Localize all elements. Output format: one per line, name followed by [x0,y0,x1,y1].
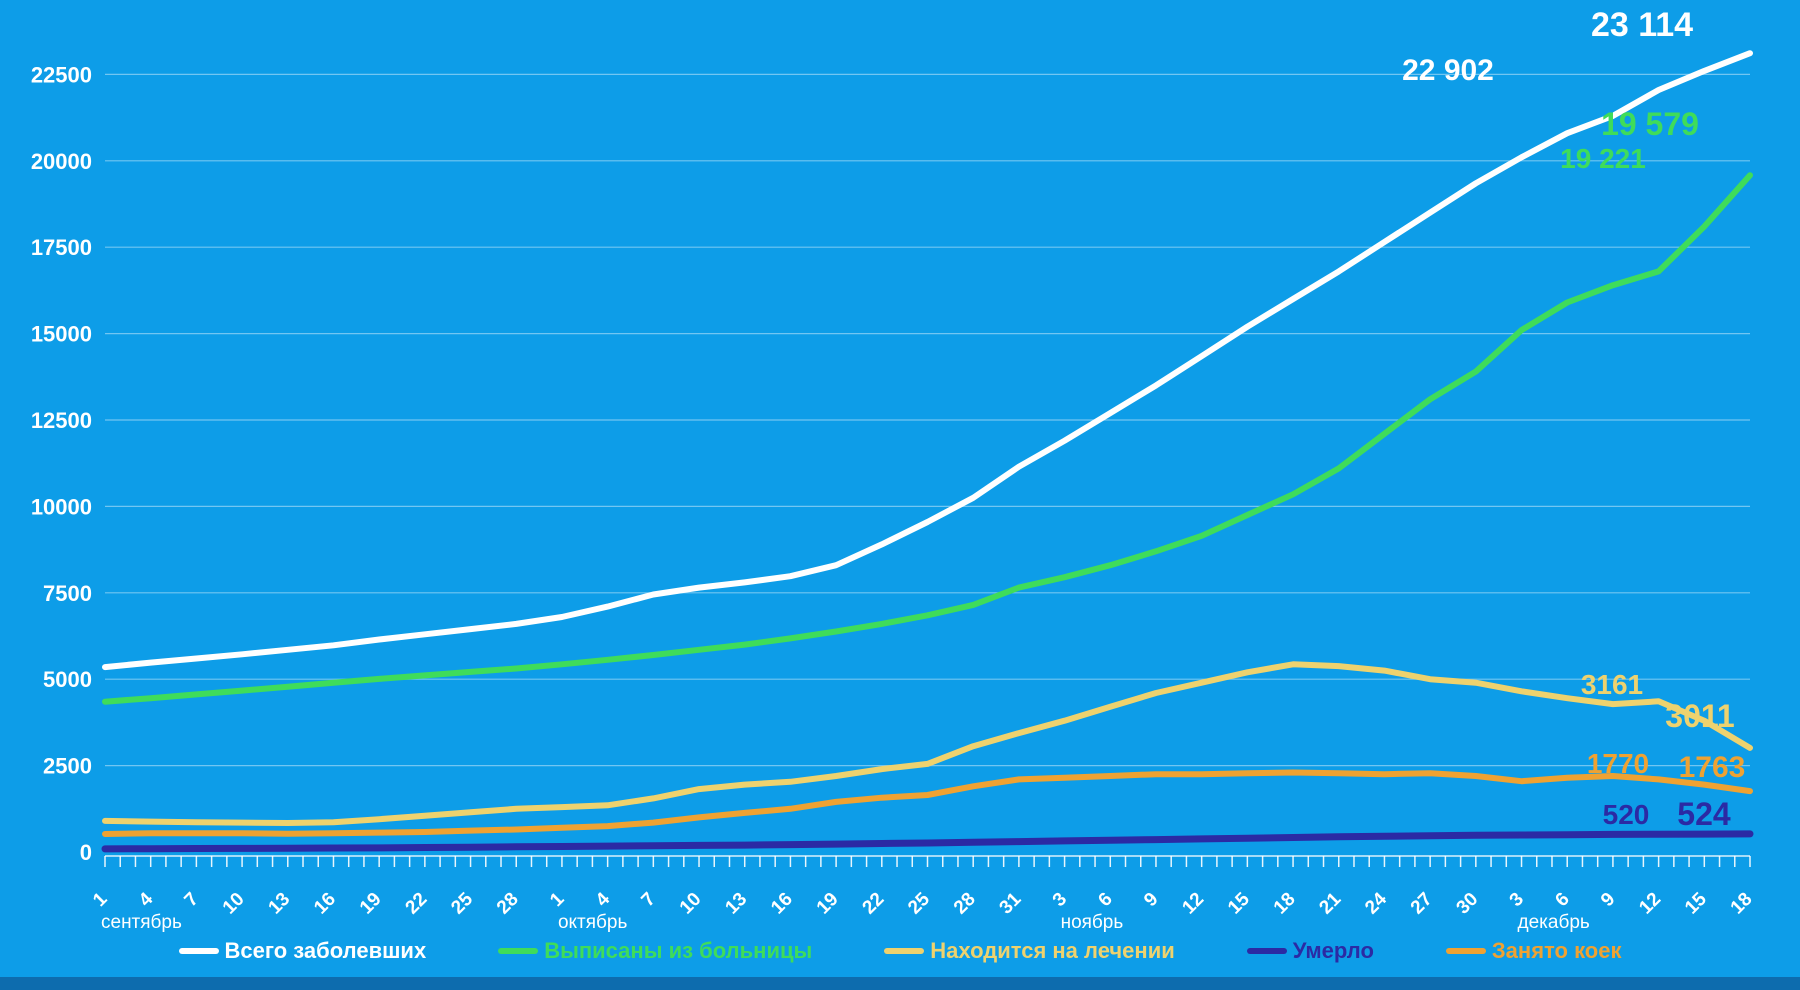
value-label-beds-occupied-previous: 1770 [1587,748,1649,779]
x-axis-label: 28 [493,889,523,919]
x-axis-label: 31 [996,888,1026,918]
legend-swatch-in-treatment [884,948,925,954]
legend-label-beds-occupied: Занято коек [1491,938,1622,963]
legend-item-beds-occupied: Занято коек [1445,938,1622,964]
bottom-accent-bar [0,977,1800,990]
x-axis-label: 15 [1224,888,1254,918]
x-axis-label: 25 [447,888,477,918]
x-axis-label: 7 [181,889,203,911]
legend-label-total: Всего заболевших [224,938,427,963]
x-axis-label: 22 [859,889,889,919]
y-axis-label-20000: 20000 [31,149,92,174]
legend-label-died: Умерло [1292,938,1374,963]
legend-label-in-treatment: Находится на лечении [930,938,1175,963]
x-axis-label: 13 [265,889,295,919]
x-axis-label: 24 [1361,888,1391,918]
series-line-beds-occupied [102,769,1753,837]
legend-item-in-treatment: Находится на лечении [884,938,1175,964]
x-axis-label: 22 [402,889,432,919]
value-label-in-treatment-previous: 3161 [1581,669,1643,700]
y-axis-label-2500: 2500 [43,754,92,779]
x-axis-label: 3 [1506,889,1528,911]
legend-swatch-died [1246,948,1287,954]
x-axis-label: 15 [1681,888,1711,918]
month-label-0: сентябрь [101,912,182,933]
month-label-21: ноябрь [1061,912,1124,933]
x-axis-label: 10 [676,889,706,919]
legend-item-total: Всего заболевших [178,938,427,964]
x-axis-label: 28 [950,889,980,919]
value-label-total-previous: 22 902 [1402,54,1494,87]
x-axis-label: 4 [592,888,615,911]
y-axis-label-0: 0 [80,840,92,865]
legend-item-died: Умерло [1246,938,1374,964]
value-label-total-latest: 23 114 [1591,6,1693,44]
month-label-10: октябрь [558,912,628,933]
x-axis-label: 10 [219,889,249,919]
legend-item-discharged: Выписаны из больницы [498,938,812,964]
legend-swatch-total [178,948,219,954]
x-axis-label: 13 [721,889,751,919]
month-label-31: декабрь [1518,912,1590,933]
x-axis-label: 7 [638,889,660,911]
value-label-in-treatment-latest: 3011 [1665,698,1734,734]
series-line-discharged [102,172,1753,705]
x-axis-label: 18 [1270,889,1300,919]
y-axis-label-22500: 22500 [31,62,92,87]
x-axis-label: 6 [1551,889,1573,911]
x-axis-label: 19 [356,889,386,919]
x-axis-label: 27 [1407,889,1437,919]
x-axis-label: 21 [1315,888,1345,918]
legend-swatch-beds-occupied [1445,948,1486,954]
value-label-beds-occupied-latest: 1763 [1679,751,1746,784]
legend-label-discharged: Выписаны из больницы [544,938,813,963]
x-axis-label: 12 [1635,889,1665,919]
x-axis-label: 4 [135,888,158,911]
x-axis-label: 9 [1140,889,1162,911]
x-axis-label: 16 [310,889,340,919]
value-label-discharged-previous: 19 221 [1560,143,1646,174]
x-axis-label: 18 [1727,889,1757,919]
legend-swatch-discharged [498,948,539,954]
value-label-died-latest: 524 [1677,796,1731,832]
value-label-discharged-latest: 19 579 [1601,106,1699,142]
x-axis-label: 1 [89,888,112,911]
value-label-died-previous: 520 [1603,799,1650,830]
x-axis-label: 19 [813,889,843,919]
x-axis-label: 16 [767,889,797,919]
x-axis-label: 1 [546,888,569,911]
y-axis-label-5000: 5000 [43,667,92,692]
y-axis-label-17500: 17500 [31,235,92,260]
x-axis-label: 30 [1453,889,1483,919]
chart-legend: Всего заболевших Выписаны из больницы Нахо… [0,938,1800,964]
x-axis-label: 25 [904,888,934,918]
x-axis-label: 12 [1178,889,1208,919]
series-line-died [101,830,1754,853]
series-line-in-treatment [102,661,1753,826]
y-axis-label-15000: 15000 [31,322,92,347]
y-axis-label-10000: 10000 [31,494,92,519]
series-line-total [102,50,1753,671]
y-axis-label-12500: 12500 [31,408,92,433]
x-axis-label: 9 [1597,889,1619,911]
x-axis-label: 6 [1094,889,1116,911]
x-axis-label: 3 [1049,889,1071,911]
y-axis-label-7500: 7500 [43,581,92,606]
